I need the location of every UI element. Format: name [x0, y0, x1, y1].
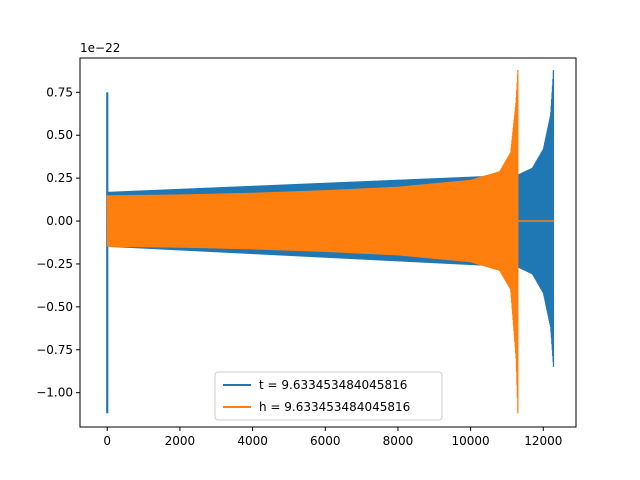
x-tick-label: 4000 — [237, 434, 268, 448]
y-tick-label: −0.50 — [36, 300, 73, 314]
legend: t = 9.633453484045816 h = 9.633453484045… — [214, 371, 443, 421]
y-tick-label: −0.25 — [36, 257, 73, 271]
y-tick-label: 0.50 — [46, 128, 73, 142]
x-tick-label: 10000 — [452, 434, 490, 448]
y-tick-label: 0.25 — [46, 171, 73, 185]
series-h-oscillation — [106, 70, 519, 414]
y-tick-label: 0.75 — [46, 85, 73, 99]
x-axis: 0 2000 4000 6000 8000 10000 12000 — [103, 427, 562, 448]
x-tick-label: 12000 — [524, 434, 562, 448]
y-tick-label: −0.75 — [36, 343, 73, 357]
y-offset-text: 1e−22 — [80, 41, 120, 55]
y-tick-label: −1.00 — [36, 386, 73, 400]
legend-label-h: h = 9.633453484045816 — [259, 400, 410, 414]
legend-label-t: t = 9.633453484045816 — [259, 378, 407, 392]
x-tick-label: 6000 — [310, 434, 341, 448]
x-tick-label: 8000 — [383, 434, 414, 448]
series-layer — [106, 69, 555, 414]
y-axis: −1.00 −0.75 −0.50 −0.25 0.00 0.25 0.50 0.75 — [36, 85, 80, 400]
legend-box — [214, 371, 443, 421]
x-tick-label: 2000 — [165, 434, 196, 448]
plot-frame — [79, 57, 577, 428]
y-tick-label: 0.00 — [46, 214, 73, 228]
x-tick-label: 0 — [103, 434, 111, 448]
